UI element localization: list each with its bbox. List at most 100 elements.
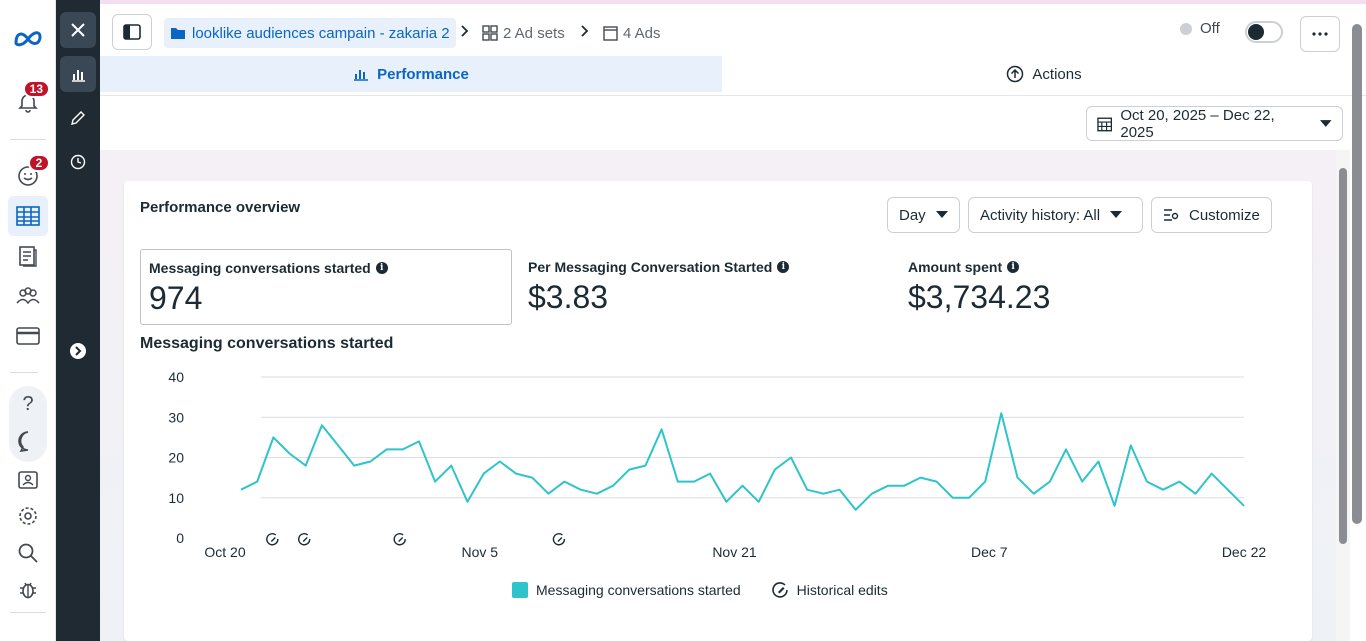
calendar-icon xyxy=(1097,117,1113,131)
settings-button[interactable] xyxy=(8,496,48,536)
header: looklike audiences campain - zakaria 2 2… xyxy=(100,0,1366,58)
credit-card-icon xyxy=(16,327,40,345)
tab-actions-label: Actions xyxy=(1032,65,1082,83)
metric-cost-value: $3.83 xyxy=(528,279,609,315)
billing-button[interactable] xyxy=(8,316,48,356)
window-scrollbar-thumb[interactable] xyxy=(1352,24,1362,524)
id-card-icon xyxy=(18,471,38,489)
alerts-button[interactable]: 2 xyxy=(8,154,50,196)
activity-history-dropdown[interactable]: Activity history: All xyxy=(968,197,1143,233)
caret-down-icon xyxy=(1320,119,1332,127)
chat-bubble-icon xyxy=(18,431,29,452)
granularity-dropdown[interactable]: Day xyxy=(887,197,960,233)
toggle-panel-button[interactable] xyxy=(112,14,152,50)
search-icon xyxy=(18,543,38,563)
breadcrumb-ads[interactable]: 4 Ads xyxy=(603,18,661,48)
content-scrollbar-thumb[interactable] xyxy=(1339,168,1347,544)
tab-actions[interactable]: Actions xyxy=(722,56,1366,92)
date-range-picker[interactable]: Oct 20, 2025 – Dec 22, 2025 xyxy=(1086,106,1343,141)
meta-logo-icon[interactable] xyxy=(8,18,48,58)
chart-legend: Messaging conversations started Historic… xyxy=(512,581,888,599)
legend-historical-edits[interactable]: Historical edits xyxy=(771,581,888,599)
metric-cost-per-conversation[interactable]: Per Messaging Conversation Started i $3.… xyxy=(520,249,892,325)
conversations-line-chart: 0 10 20 30 40 Oct 20 Nov 5 Nov 21 Dec 7 Dec 22 xyxy=(168,369,1267,560)
historical-edit-icon xyxy=(771,582,788,598)
clock-icon xyxy=(70,154,86,170)
audiences-button[interactable] xyxy=(8,276,48,316)
historical-edit-marker[interactable] xyxy=(552,533,566,546)
expand-button[interactable] xyxy=(60,333,96,369)
people-icon xyxy=(16,287,40,305)
breadcrumb-campaign[interactable]: looklike audiences campain - zakaria 2 xyxy=(164,18,456,48)
caret-down-icon xyxy=(1110,211,1123,218)
business-info-button[interactable] xyxy=(8,460,48,500)
legend-swatch xyxy=(512,582,528,598)
tab-performance-label: Performance xyxy=(377,65,469,83)
customize-label: Customize xyxy=(1189,206,1260,224)
arrow-up-circle-icon xyxy=(1007,65,1024,83)
table-icon xyxy=(16,206,40,226)
pages-button[interactable] xyxy=(8,236,48,276)
y-tick-label: 20 xyxy=(168,450,184,466)
bar-chart-icon xyxy=(72,70,85,82)
metric-cost-label: Per Messaging Conversation Started xyxy=(528,259,773,275)
historical-edit-marker[interactable] xyxy=(266,533,279,546)
breadcrumb-campaign-label: looklike audiences campain - zakaria 2 xyxy=(192,24,450,42)
pages-icon xyxy=(19,246,37,267)
history-button[interactable] xyxy=(60,144,96,180)
metric-spent-label: Amount spent xyxy=(908,259,1003,275)
metric-conversations[interactable]: Messaging conversations started i 974 xyxy=(140,249,512,325)
chevron-right-icon xyxy=(581,25,589,37)
delivery-status: Off xyxy=(1180,20,1220,37)
legend-historical-edits-label: Historical edits xyxy=(796,582,888,598)
ad-icon xyxy=(603,25,618,41)
performance-overview-card: Performance overview Day Activity histor… xyxy=(124,181,1312,641)
granularity-label: Day xyxy=(899,206,926,224)
close-button[interactable] xyxy=(60,12,96,48)
x-tick-label: Nov 5 xyxy=(461,544,498,560)
info-icon[interactable]: i xyxy=(777,261,790,273)
sidebar-panel-icon xyxy=(123,24,141,40)
notifications-badge: 13 xyxy=(22,80,50,98)
help-icon: ? xyxy=(22,392,34,415)
date-range-label: Oct 20, 2025 – Dec 22, 2025 xyxy=(1120,106,1275,141)
y-tick-label: 40 xyxy=(168,369,184,385)
legend-series-label: Messaging conversations started xyxy=(536,582,741,598)
report-bug-button[interactable] xyxy=(8,569,48,609)
legend-series[interactable]: Messaging conversations started xyxy=(512,582,741,598)
performance-view-button[interactable] xyxy=(60,56,96,92)
customize-button[interactable]: Customize xyxy=(1151,197,1272,233)
breadcrumb-ad-sets[interactable]: 2 Ad sets xyxy=(482,18,565,48)
pencil-icon xyxy=(71,111,85,125)
help-button[interactable]: ? xyxy=(8,384,48,424)
historical-edit-marker[interactable] xyxy=(393,533,406,546)
view-tabs: Performance Actions xyxy=(100,56,1366,96)
grid-icon xyxy=(482,25,498,41)
more-options-button[interactable] xyxy=(1300,16,1340,52)
folder-icon xyxy=(171,28,185,39)
x-tick-label: Dec 22 xyxy=(1222,544,1267,560)
card-title: Performance overview xyxy=(140,199,301,216)
edit-button[interactable] xyxy=(60,100,96,136)
breadcrumb-ads-label: 4 Ads xyxy=(623,24,661,42)
chart-title: Messaging conversations started xyxy=(140,335,394,352)
historical-edit-marker[interactable] xyxy=(298,533,311,546)
y-tick-label: 10 xyxy=(168,490,184,506)
app-rail: 13 2 ? xyxy=(0,0,56,641)
campaign-toggle[interactable] xyxy=(1245,21,1283,43)
search-button[interactable] xyxy=(8,533,48,573)
feedback-button[interactable] xyxy=(8,421,48,461)
y-tick-label: 30 xyxy=(168,409,184,425)
info-icon[interactable]: i xyxy=(1007,261,1020,273)
notifications-button[interactable]: 13 xyxy=(8,80,50,122)
metric-amount-spent[interactable]: Amount spent i $3,734.23 xyxy=(900,249,1272,325)
more-horizontal-icon xyxy=(1312,32,1328,36)
tab-performance[interactable]: Performance xyxy=(100,56,722,92)
ads-manager-button[interactable] xyxy=(8,196,48,236)
close-icon xyxy=(71,23,85,37)
metric-conversations-label: Messaging conversations started xyxy=(149,260,371,276)
bar-chart-icon xyxy=(354,70,369,81)
caret-down-icon xyxy=(935,211,948,218)
info-icon[interactable]: i xyxy=(375,262,388,274)
status-label: Off xyxy=(1200,20,1220,37)
